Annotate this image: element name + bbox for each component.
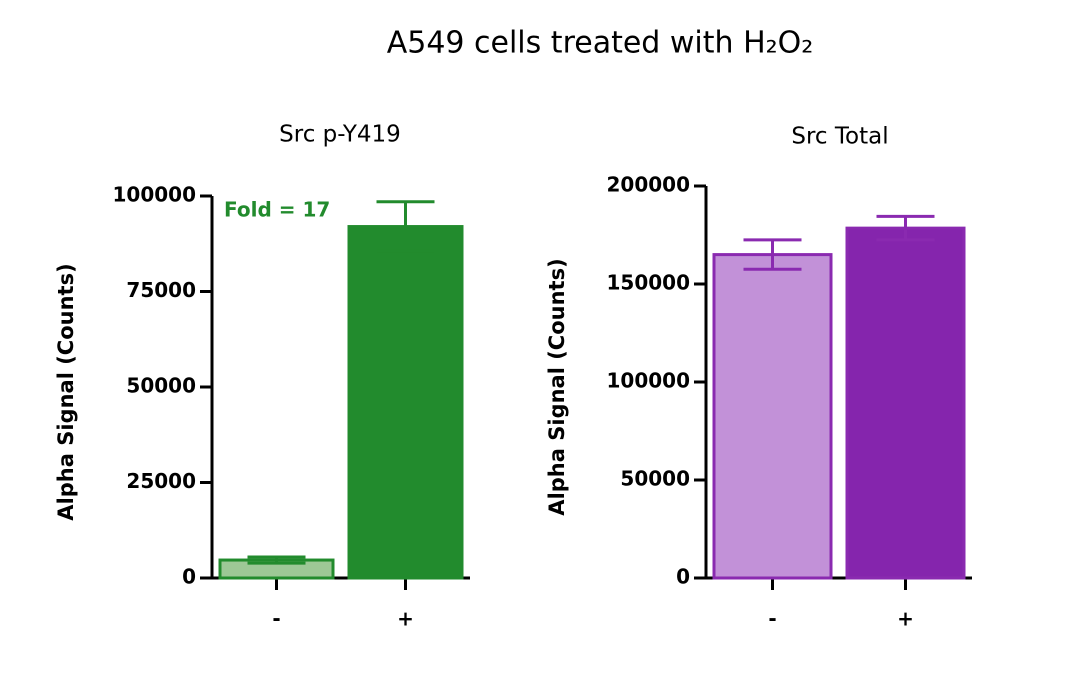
x-tick-label: -	[272, 607, 280, 631]
error-bar	[247, 555, 306, 565]
error-bar	[876, 214, 935, 242]
bar	[347, 225, 464, 580]
y-tick-label: 200000	[607, 173, 691, 197]
x-tick-label: -	[768, 607, 776, 631]
panel-title: Src p-Y419	[279, 122, 401, 148]
y-tick-label: 100000	[113, 183, 197, 207]
x-tick-label: +	[897, 607, 914, 631]
bar	[712, 253, 833, 580]
y-tick-label: 50000	[126, 374, 196, 398]
x-tick-label: +	[397, 607, 414, 631]
y-axis-label: Alpha Signal (Counts)	[545, 258, 569, 515]
y-tick-label: 50000	[620, 467, 690, 491]
y-tick-label: 150000	[607, 271, 691, 295]
y-tick-label: 0	[676, 565, 690, 589]
annotation: Fold = 17	[224, 198, 330, 222]
y-tick-label: 0	[182, 565, 196, 589]
bar	[845, 226, 966, 580]
error-bar	[376, 200, 435, 253]
y-tick-label: 25000	[126, 469, 196, 493]
y-tick-label: 75000	[126, 278, 196, 302]
error-bar	[743, 238, 802, 271]
y-tick-label: 100000	[607, 369, 691, 393]
figure-title: A549 cells treated with H₂O₂	[387, 26, 814, 61]
y-axis-label: Alpha Signal (Counts)	[54, 263, 78, 520]
panel-title: Src Total	[791, 124, 888, 150]
